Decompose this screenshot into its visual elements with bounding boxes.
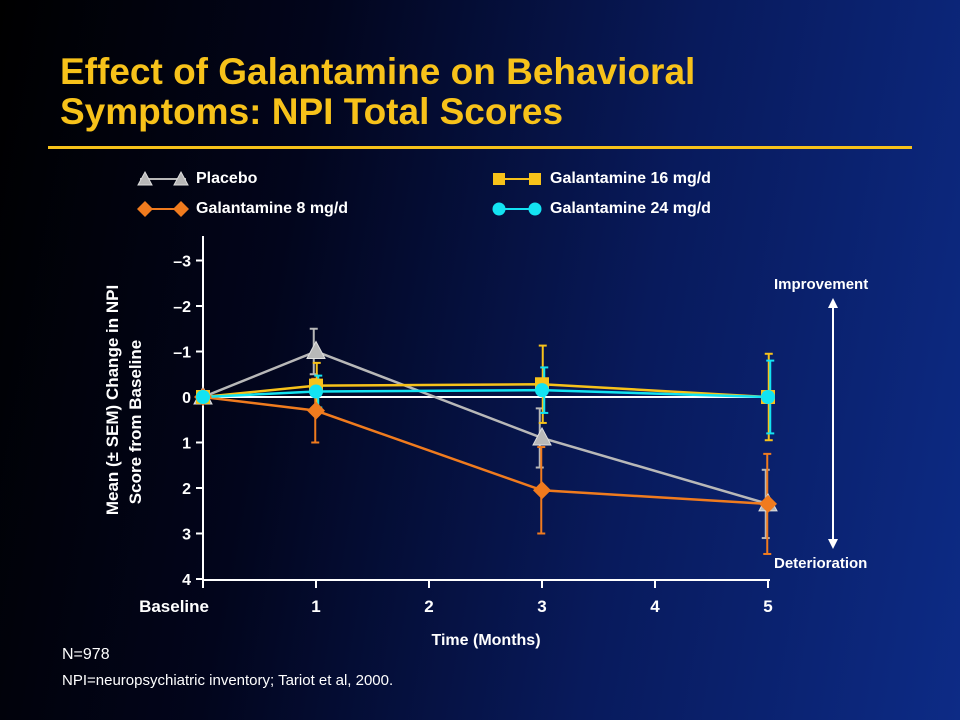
data-point-galantamine-24 xyxy=(535,383,549,398)
deterioration-label: Deterioration xyxy=(774,555,868,572)
data-point-placebo xyxy=(306,340,326,359)
title-underline xyxy=(48,146,912,149)
y-tick-label: –3 xyxy=(173,254,191,271)
arrow-down-icon xyxy=(828,539,838,549)
legend-item-galantamine-8: Galantamine 8 mg/d xyxy=(136,198,348,220)
arrow-up-icon xyxy=(828,298,838,308)
legend-label-galantamine-16: Galantamine 16 mg/d xyxy=(550,170,711,187)
y-tick-label: 2 xyxy=(182,481,191,498)
y-tick-label: 1 xyxy=(182,436,191,453)
legend-item-placebo: Placebo xyxy=(136,168,257,190)
legend-label-galantamine-8: Galantamine 8 mg/d xyxy=(196,200,349,217)
y-tick-label: 0 xyxy=(182,390,191,407)
series-line-1 xyxy=(202,395,769,506)
axes xyxy=(196,236,770,588)
y-tick-label: –2 xyxy=(173,299,191,316)
data-point-galantamine-8 xyxy=(307,401,325,420)
square-marker-icon xyxy=(493,173,541,185)
triangle-marker-icon xyxy=(137,170,189,186)
y-tick-label: –1 xyxy=(173,345,191,362)
title-line-1: Effect of Galantamine on Behavioral xyxy=(60,51,696,92)
improvement-label: Improvement xyxy=(774,276,869,293)
legend-label-placebo: Placebo xyxy=(196,170,258,187)
x-tick-label: 5 xyxy=(763,597,772,616)
direction-arrow xyxy=(828,298,838,549)
title-line-2: Symptoms: NPI Total Scores xyxy=(60,91,564,132)
series-line-0 xyxy=(202,350,769,506)
y-axis-title-line-1: Mean (± SEM) Change in NPI xyxy=(103,285,122,515)
data-point-galantamine-24 xyxy=(196,390,210,404)
data-point-galantamine-8 xyxy=(533,481,551,500)
x-tick-label: 4 xyxy=(650,597,660,616)
series xyxy=(193,327,778,555)
x-axis-title: Time (Months) xyxy=(431,632,540,649)
axis-labels: –3 –2 –1 0 1 2 3 4 Baseline 1 2 3 4 5 Time (Months) Mea… xyxy=(103,254,773,650)
series-line-2 xyxy=(202,383,769,399)
legend-item-galantamine-16: Galantamine 16 mg/d xyxy=(490,168,711,190)
x-tick-label: Baseline xyxy=(139,597,209,616)
y-tick-label: 3 xyxy=(182,527,191,544)
data-point-placebo xyxy=(532,426,552,446)
data-point-galantamine-24 xyxy=(761,390,775,404)
data-point-galantamine-24 xyxy=(309,384,323,399)
slide-title: Effect of Galantamine on Behavioral Symp… xyxy=(60,52,920,132)
circle-marker-icon xyxy=(492,202,542,216)
data-point-galantamine-8 xyxy=(759,494,777,513)
y-tick-label: 4 xyxy=(182,572,191,589)
diamond-marker-icon xyxy=(137,201,189,217)
series-line-3 xyxy=(202,388,769,399)
footnote-source: NPI=neuropsychiatric inventory; Tariot e… xyxy=(62,672,394,689)
x-tick-label: 1 xyxy=(311,597,320,616)
x-tick-label: 3 xyxy=(537,597,546,616)
legend-item-galantamine-24: Galantamine 24 mg/d xyxy=(490,198,711,220)
x-tick-label: 2 xyxy=(424,597,433,616)
y-axis-title-line-2: Score from Baseline xyxy=(126,340,145,504)
footnote-n: N=978 xyxy=(62,646,110,663)
legend-label-galantamine-24: Galantamine 24 mg/d xyxy=(550,200,711,217)
